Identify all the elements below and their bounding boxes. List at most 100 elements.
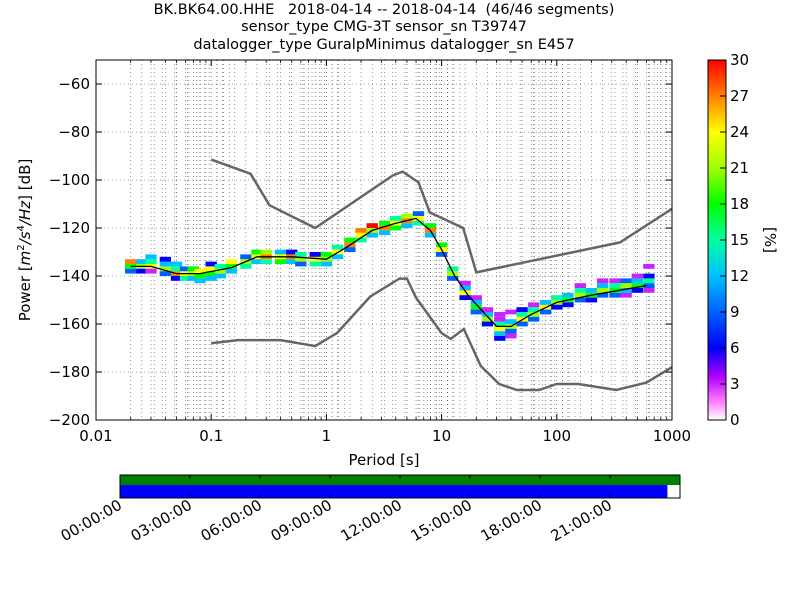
heatmap-cell — [528, 316, 540, 322]
heatmap-cell — [505, 333, 517, 339]
heatmap-cell — [481, 321, 494, 327]
timeline-data-available — [120, 475, 680, 485]
heatmap-cell — [366, 232, 378, 238]
heatmap-cell — [596, 283, 609, 288]
heatmap-cell — [170, 266, 183, 272]
x-axis-label: Period [s] — [348, 451, 419, 469]
y-tick-label: −180 — [49, 363, 90, 381]
heatmap-cell — [481, 307, 494, 312]
heatmap-cell — [225, 259, 238, 264]
heatmap-cell — [447, 271, 459, 276]
y-tick-label: −160 — [49, 315, 90, 333]
heatmap-cell — [412, 216, 425, 221]
x-tick-label: 0.1 — [199, 427, 223, 445]
heatmap-cell — [470, 300, 482, 305]
y-axis-ticks: −60 −80 −100 −120 −140 −160 −180 −200 — [49, 75, 672, 429]
plot-grid — [96, 60, 672, 420]
heatmap-cell — [390, 225, 402, 231]
heatmap-cell — [286, 249, 298, 255]
heatmap-cell — [609, 292, 621, 298]
heatmap-cell — [205, 276, 217, 281]
heatmap-cell — [516, 321, 528, 327]
heatmap-cell — [205, 261, 217, 267]
heatmap-cell — [470, 304, 482, 310]
title-line-3: datalogger_type GuralpMinimus datalogger… — [193, 37, 575, 53]
noise-model-low — [211, 277, 672, 392]
heatmap-cell — [551, 304, 563, 310]
y-tick-label: −80 — [58, 123, 90, 141]
heatmap-cell — [643, 264, 655, 269]
colorbar-tick-label: 9 — [730, 303, 740, 321]
heatmap-cell — [240, 264, 252, 269]
heatmap-cell — [145, 268, 157, 274]
heatmap-cell — [194, 268, 206, 274]
heatmap-cell — [214, 268, 226, 274]
heatmap-cell — [562, 292, 574, 298]
y-tick-label: −100 — [49, 171, 90, 189]
heatmap-cell — [574, 288, 586, 293]
heatmap-cell — [251, 249, 263, 255]
colorbar-tick-label: 6 — [730, 339, 740, 357]
heatmap-cell — [125, 268, 137, 274]
heatmap-cell — [214, 273, 226, 279]
heatmap-cell — [159, 271, 172, 276]
heatmap-cell — [320, 252, 333, 257]
heatmap-cell — [631, 283, 643, 288]
heatmap-cell — [401, 213, 413, 219]
heatmap-cell — [355, 237, 367, 243]
heatmap-cell — [585, 297, 598, 303]
heatmap-cell — [179, 276, 192, 281]
heatmap-cell — [596, 288, 609, 293]
x-tick-label: 1000 — [653, 427, 691, 445]
heatmap-cell — [401, 223, 413, 228]
heatmap-cell — [516, 312, 528, 317]
heatmap-cell — [225, 264, 238, 269]
heatmap-cell — [344, 247, 356, 252]
heatmap-cell — [435, 242, 448, 248]
heatmap-cell — [620, 288, 632, 293]
heatmap-cell — [424, 232, 437, 238]
heatmap-cell — [574, 283, 586, 288]
timeline-tick-label: 06:00:00 — [198, 496, 265, 545]
x-axis-ticks: 0.01 0.1 1 10 100 1000 — [79, 60, 691, 445]
heatmap-cell — [390, 216, 402, 221]
data-timeline: 00:00:00 03:00:00 06:00:00 09:00:00 12:00:00… — [58, 474, 681, 545]
heatmap-cell — [366, 223, 378, 228]
heatmap-cell — [251, 259, 263, 264]
x-tick-label: 10 — [432, 427, 451, 445]
heatmap-cell — [447, 266, 459, 272]
colorbar-tick-label: 27 — [730, 87, 749, 105]
heatmap-cell — [494, 316, 506, 322]
heatmap-cell — [459, 290, 471, 296]
heatmap-cell — [214, 264, 226, 269]
colorbar-ticks: 0 3 6 9 12 15 18 21 24 27 30 — [720, 51, 749, 429]
heatmap-cell — [539, 300, 552, 305]
heatmap-cell — [225, 268, 238, 274]
heatmap-cell — [159, 261, 172, 267]
heatmap-cell — [286, 259, 298, 264]
heatmap-cell — [643, 273, 655, 279]
title-line-1: BK.BK64.00.HHE 2018-04-14 -- 2018-04-14 … — [153, 2, 615, 18]
heatmap-cell — [596, 278, 609, 284]
heatmap-cell — [516, 307, 528, 312]
heatmap-cell — [424, 223, 437, 228]
title-line-2: sensor_type CMG-3T sensor_sn T39747 — [241, 19, 527, 35]
heatmap-cell — [528, 307, 540, 312]
heatmap-cell — [320, 261, 333, 267]
heatmap-cell — [494, 321, 506, 327]
heatmap-cell — [170, 261, 183, 267]
heatmap-cell — [620, 292, 632, 298]
heatmap-cell — [274, 249, 287, 255]
heatmap-cell — [355, 232, 367, 238]
timeline-tick-label: 03:00:00 — [128, 496, 195, 545]
heatmap-cell — [596, 292, 609, 298]
colorbar-tick-label: 21 — [730, 159, 749, 177]
heatmap-cell — [643, 288, 655, 293]
heatmap-cell — [459, 295, 471, 300]
heatmap-cell — [240, 254, 252, 260]
colorbar-tick-label: 15 — [730, 231, 749, 249]
heatmap-cell — [378, 220, 391, 226]
heatmap-cell — [295, 252, 307, 257]
colorbar-label: [%] — [761, 227, 779, 253]
